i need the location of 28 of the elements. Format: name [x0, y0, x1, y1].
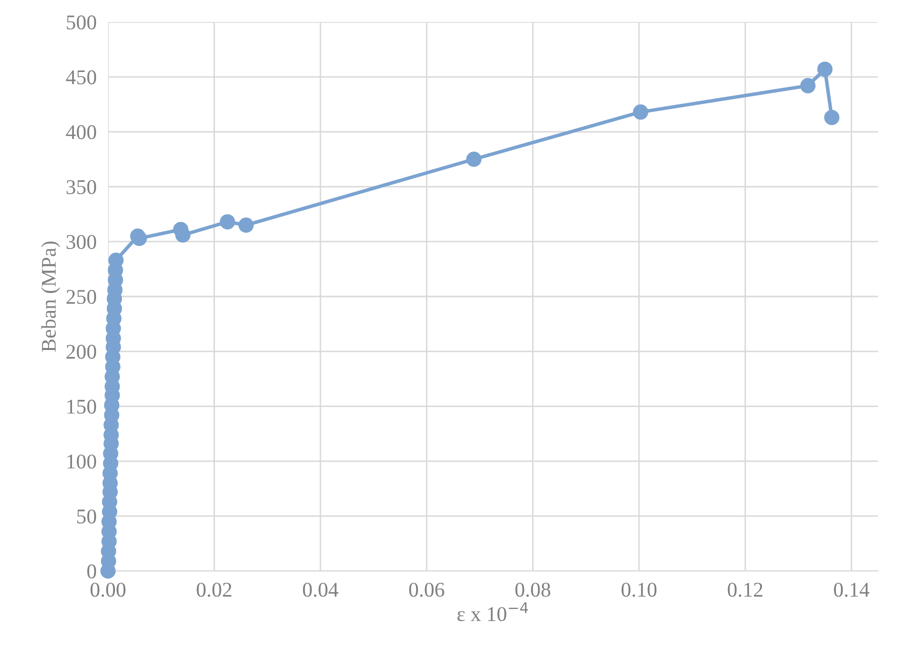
point [800, 78, 816, 94]
y-tick-label: 450 [66, 70, 96, 84]
y-tick-label: 200 [66, 344, 96, 359]
x-tick-label: 0.08 [515, 582, 550, 597]
x-tick-label: 0.10 [622, 582, 656, 597]
y-axis-title: Beban (MPa) [41, 242, 60, 352]
point [220, 214, 236, 230]
x-tick-label: 0.04 [302, 582, 338, 597]
y-tick-label: 50 [77, 509, 96, 524]
y-tick-label: 0 [87, 564, 96, 578]
y-tick-label: 100 [67, 454, 96, 469]
y-tick-label: 350 [66, 180, 96, 194]
point [466, 152, 482, 167]
y-tick-label: 300 [66, 234, 96, 250]
point [238, 217, 254, 233]
x-tick-label: 0.06 [409, 582, 444, 597]
x-axis-title: ε x 10$^{−4}$ [457, 602, 528, 622]
y-tick-label: 500 [66, 15, 96, 30]
point [632, 104, 648, 120]
y-tick-label: 150 [67, 400, 96, 414]
x-tick-label: 0.12 [728, 582, 762, 597]
point [817, 62, 833, 77]
x-tick-label: 0.14 [834, 582, 870, 597]
x-tick-label: 0.00 [90, 582, 126, 597]
point [824, 110, 840, 126]
y-tick-label: 400 [66, 125, 96, 140]
x-tick-label: 0.02 [196, 582, 232, 597]
y-tick-label: 250 [66, 290, 96, 304]
